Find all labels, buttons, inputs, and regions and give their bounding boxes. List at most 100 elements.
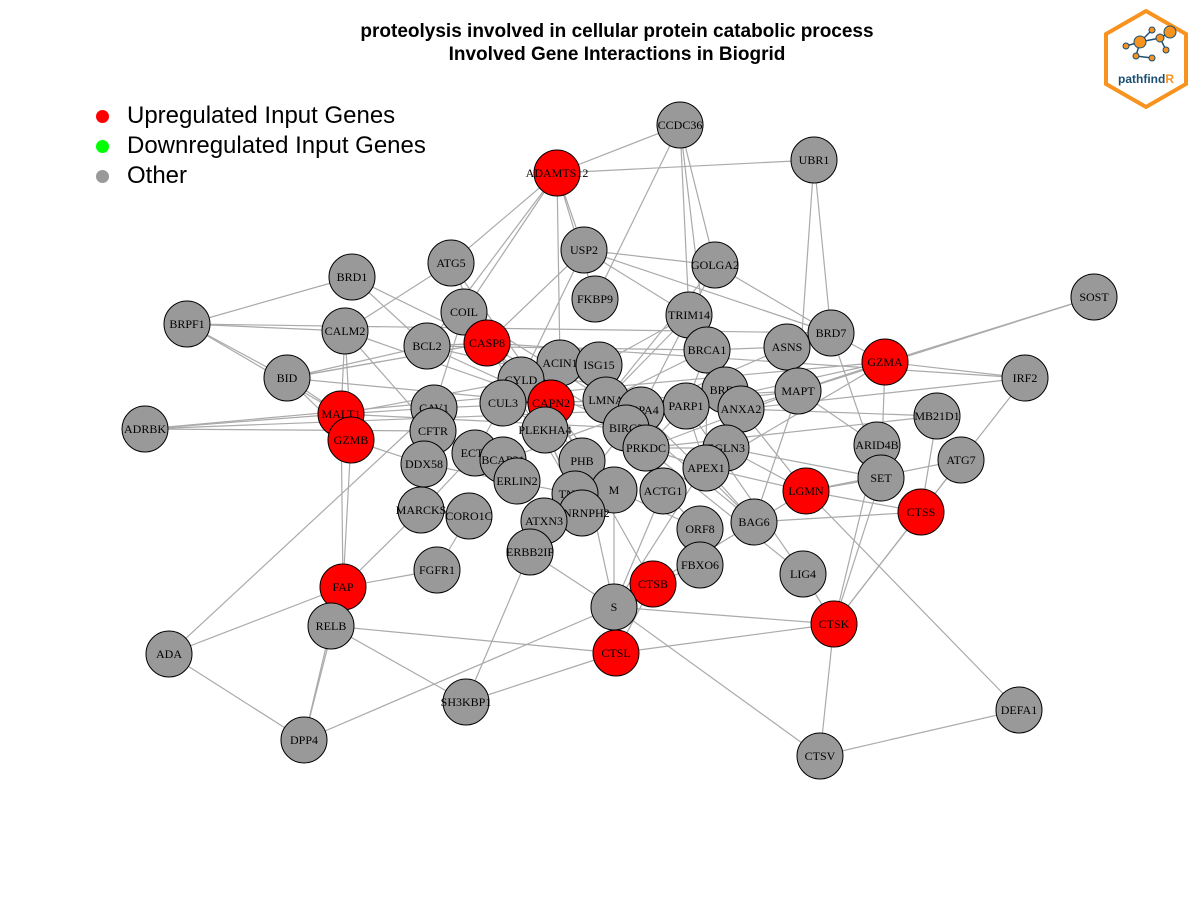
node-label-ADRBK: ADRBK bbox=[124, 422, 166, 436]
node-circle-PRKDC bbox=[622, 424, 670, 472]
node-APEX1: APEX1 bbox=[682, 444, 730, 492]
node-BRCA1: BRCA1 bbox=[683, 326, 731, 374]
node-CCDC36: CCDC36 bbox=[656, 101, 704, 149]
edge-GZMB-FAP bbox=[342, 439, 352, 588]
node-circle-BRD7 bbox=[807, 309, 855, 357]
node-circle-MAPT bbox=[774, 367, 822, 415]
node-BRPF1: BRPF1 bbox=[163, 300, 211, 348]
node-circle-USP2 bbox=[560, 226, 608, 274]
node-circle-SH3KBP1 bbox=[442, 678, 490, 726]
node-label-CAPN2: CAPN2 bbox=[532, 396, 570, 410]
node-PARP1: PARP1 bbox=[662, 382, 710, 430]
node-DDX58: DDX58 bbox=[400, 440, 448, 488]
node-ERBB2IP: ERBB2IP bbox=[506, 528, 554, 576]
node-label-PLEKHA4: PLEKHA4 bbox=[518, 423, 571, 437]
edge-USP2-BRD7 bbox=[583, 249, 832, 334]
node-circle-BID bbox=[263, 354, 311, 402]
node-CTSV: CTSV bbox=[796, 732, 844, 780]
node-label-CTSB: CTSB bbox=[638, 577, 668, 591]
node-label-CTSK: CTSK bbox=[819, 617, 850, 631]
node-label-ASNS: ASNS bbox=[772, 340, 803, 354]
node-label-RELB: RELB bbox=[316, 619, 347, 633]
node-RELB: RELB bbox=[307, 602, 355, 650]
node-IRF2: IRF2 bbox=[1001, 354, 1049, 402]
node-circle-CUL3 bbox=[479, 379, 527, 427]
edge-DEFA1-CTSV bbox=[819, 709, 1020, 757]
node-label-HNRNPH2: HNRNPH2 bbox=[554, 506, 609, 520]
node-label-ORF8: ORF8 bbox=[685, 522, 714, 536]
node-label-CTSL: CTSL bbox=[601, 646, 630, 660]
edge-CTSK-CTSL bbox=[615, 623, 835, 654]
edge-ADA-DPP4 bbox=[168, 653, 305, 741]
node-circle-BRCA1 bbox=[683, 326, 731, 374]
node-circle-RELB bbox=[307, 602, 355, 650]
node-label-DPP4: DPP4 bbox=[290, 733, 318, 747]
edge-ADAMTS12-COIL bbox=[463, 172, 558, 313]
node-circle-MB21D1 bbox=[913, 392, 961, 440]
node-CORO1C: CORO1C bbox=[445, 492, 493, 540]
node-label-CCDC36: CCDC36 bbox=[658, 118, 703, 132]
node-GZMA: GZMA bbox=[861, 338, 909, 386]
edge-SH3KBP1-CTSL bbox=[465, 652, 617, 703]
node-label-S: S bbox=[611, 600, 618, 614]
node-circle-BRD1 bbox=[328, 253, 376, 301]
node-label-TRIM14: TRIM14 bbox=[668, 308, 710, 322]
node-circle-MARCKS bbox=[397, 486, 445, 534]
node-ERLIN2: ERLIN2 bbox=[493, 457, 541, 505]
node-CALM2: CALM2 bbox=[321, 307, 369, 355]
node-BRD1: BRD1 bbox=[328, 253, 376, 301]
node-label-BID: BID bbox=[277, 371, 298, 385]
node-label-ADA: ADA bbox=[156, 647, 182, 661]
edge-CCDC36-FKBP9 bbox=[594, 124, 681, 300]
edge-USP2-CYLD bbox=[520, 249, 585, 381]
node-label-CASP8: CASP8 bbox=[469, 336, 505, 350]
node-label-GZMB: GZMB bbox=[334, 433, 369, 447]
node-label-SH3KBP1: SH3KBP1 bbox=[441, 695, 492, 709]
node-circle-FGFR1 bbox=[413, 546, 461, 594]
title-line-1: proteolysis involved in cellular protein… bbox=[360, 21, 874, 42]
node-BID: BID bbox=[263, 354, 311, 402]
node-label-ISG15: ISG15 bbox=[583, 358, 614, 372]
edge-SOST-MAPT bbox=[797, 296, 1095, 392]
node-circle-ASNS bbox=[763, 323, 811, 371]
node-ADRBK: ADRBK bbox=[121, 405, 169, 453]
node-circle-CTSL bbox=[592, 629, 640, 677]
node-CTSL: CTSL bbox=[592, 629, 640, 677]
node-BRD7: BRD7 bbox=[807, 309, 855, 357]
node-DPP4: DPP4 bbox=[280, 716, 328, 764]
node-label-BRD1: BRD1 bbox=[337, 270, 368, 284]
node-circle-ADA bbox=[145, 630, 193, 678]
node-circle-ATG5 bbox=[427, 239, 475, 287]
edge-ERBB2IP-SH3KBP1 bbox=[465, 551, 531, 703]
edge-BCL2-BID bbox=[286, 345, 428, 379]
edge-LGMN-DEFA1 bbox=[805, 490, 1020, 711]
edge-MB21D1-PRKDC bbox=[645, 415, 938, 449]
node-layer: CCDC36 UBR1 ADAMTS12 USP2 ATG5 GOLGA2 BRD1 FKBP… bbox=[121, 101, 1118, 780]
node-label-BRD7: BRD7 bbox=[816, 326, 847, 340]
node-label-ANXA2: ANXA2 bbox=[721, 402, 762, 416]
pathfindr-logo: pathfindR bbox=[1104, 8, 1188, 110]
node-circle-CTSS bbox=[897, 488, 945, 536]
edge-ADAMTS12-ACIN1 bbox=[556, 172, 561, 364]
node-FBXO6: FBXO6 bbox=[676, 541, 724, 589]
node-circle-GZMA bbox=[861, 338, 909, 386]
edge-MALT1-ADRBK bbox=[144, 413, 342, 430]
node-ORF8: ORF8 bbox=[676, 505, 724, 553]
node-CASP8: CASP8 bbox=[463, 319, 511, 367]
node-label-FBXO6: FBXO6 bbox=[681, 558, 719, 572]
node-DEFA1: DEFA1 bbox=[995, 686, 1043, 734]
node-label-DDX58: DDX58 bbox=[405, 457, 443, 471]
edge-ADRBK-CFTR bbox=[144, 428, 434, 432]
node-circle-SET bbox=[857, 454, 905, 502]
node-ACIN1: ACIN1 bbox=[536, 339, 584, 387]
node-label-ATG5: ATG5 bbox=[436, 256, 465, 270]
node-FKBP9: FKBP9 bbox=[571, 275, 619, 323]
node-circle-PLEKHA4 bbox=[521, 406, 569, 454]
node-circle-BCL2 bbox=[403, 322, 451, 370]
node-UBR1: UBR1 bbox=[790, 136, 838, 184]
node-label-LGMN: LGMN bbox=[788, 484, 824, 498]
edge-UBR1-BRD7 bbox=[813, 159, 832, 334]
node-ADAMTS12: ADAMTS12 bbox=[526, 149, 588, 197]
node-circle-FBXO6 bbox=[676, 541, 724, 589]
node-ATG7: ATG7 bbox=[937, 436, 985, 484]
